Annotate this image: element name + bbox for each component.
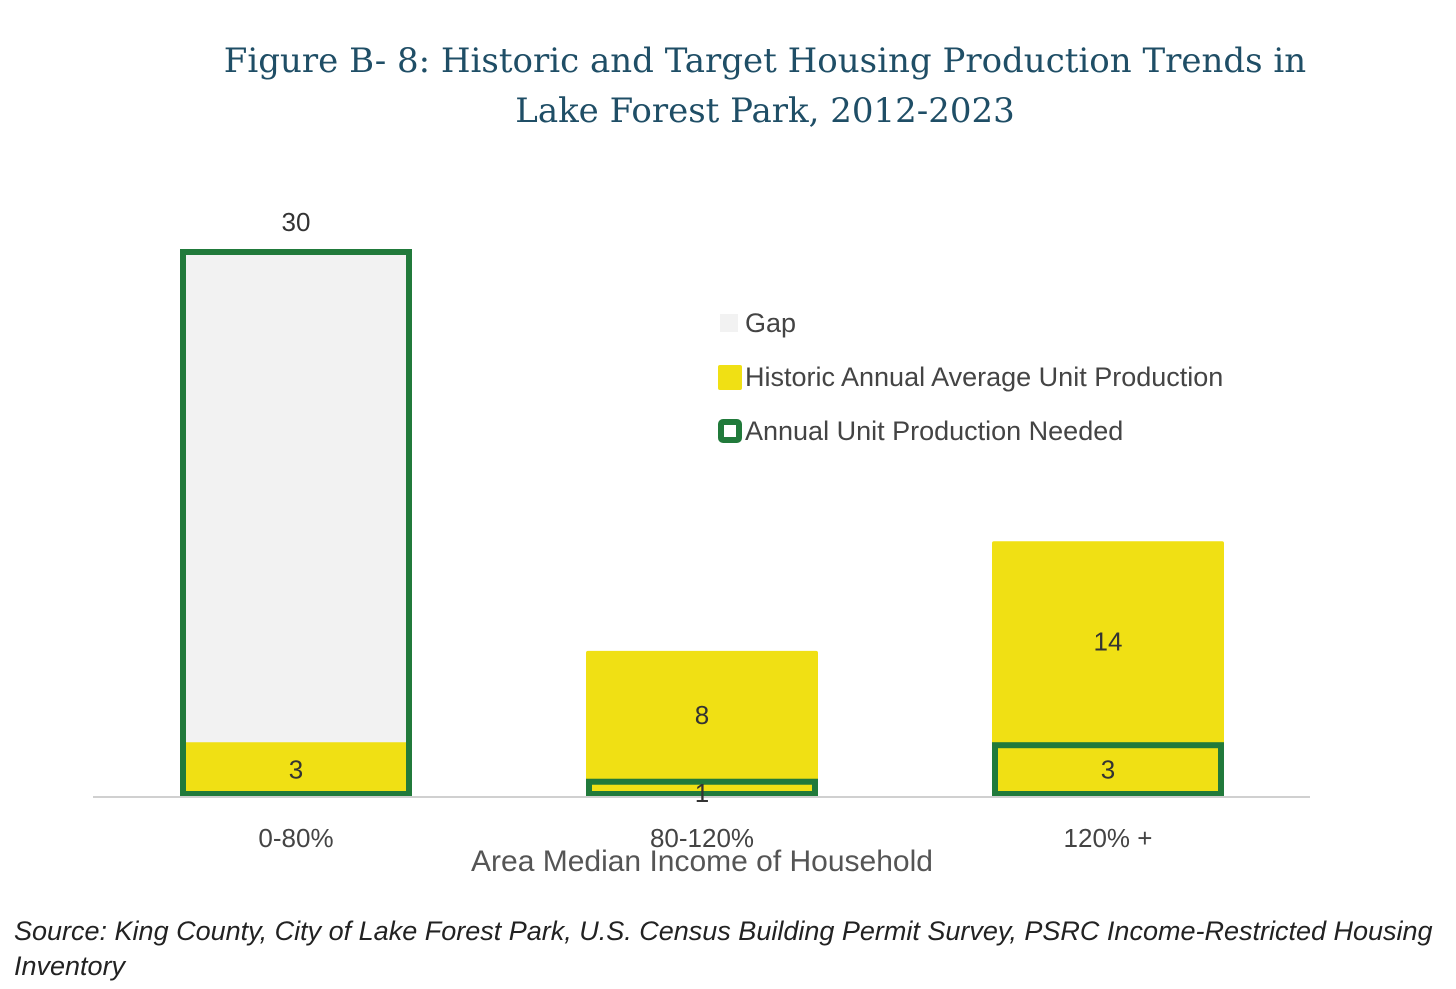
legend-swatch-needed: [718, 419, 742, 443]
x-tick-label-80-120: 80-120%: [650, 823, 754, 853]
legend-swatch-historic: [718, 365, 742, 390]
bar-historic-0-80: [180, 742, 412, 797]
data-label-historic-0-80: 3: [289, 755, 303, 785]
chart-plot: 30 3 8 1 14 3 0-80% 80-120% 120% + Area Median In…: [93, 207, 1310, 878]
data-label-needed-120-plus: 3: [1101, 755, 1115, 785]
chart-title: Figure B- 8: Historic and Target Housing…: [223, 41, 1307, 131]
source-note: Source: King County, City of Lake Forest…: [14, 916, 1433, 981]
legend-swatch-gap: [720, 314, 738, 332]
bar-needed-outline-80-120: [586, 778, 818, 798]
x-tick-label-120: 120% +: [1064, 823, 1153, 853]
data-label-historic-120-plus: 14: [1094, 627, 1123, 657]
bar-needed-outline-0-80: [180, 249, 412, 797]
data-label-needed-80-120: 1: [695, 778, 709, 808]
bar-gap-0-80: [180, 249, 412, 797]
x-tick-label-0-80: 0-80%: [258, 823, 333, 853]
bar-needed-outline-120: [992, 742, 1224, 798]
legend-label-historic: Historic Annual Average Unit Production: [745, 362, 1223, 392]
data-label-historic-80-120: 8: [695, 700, 709, 730]
legend-label-gap: Gap: [745, 308, 796, 338]
x-axis-title: Area Median Income of Household: [471, 845, 933, 878]
legend-label-needed: Annual Unit Production Needed: [745, 416, 1123, 446]
bar-historic-120: [992, 541, 1224, 797]
data-label-needed-0-80: 30: [282, 207, 311, 237]
bar-historic-80-120: [586, 650, 818, 797]
